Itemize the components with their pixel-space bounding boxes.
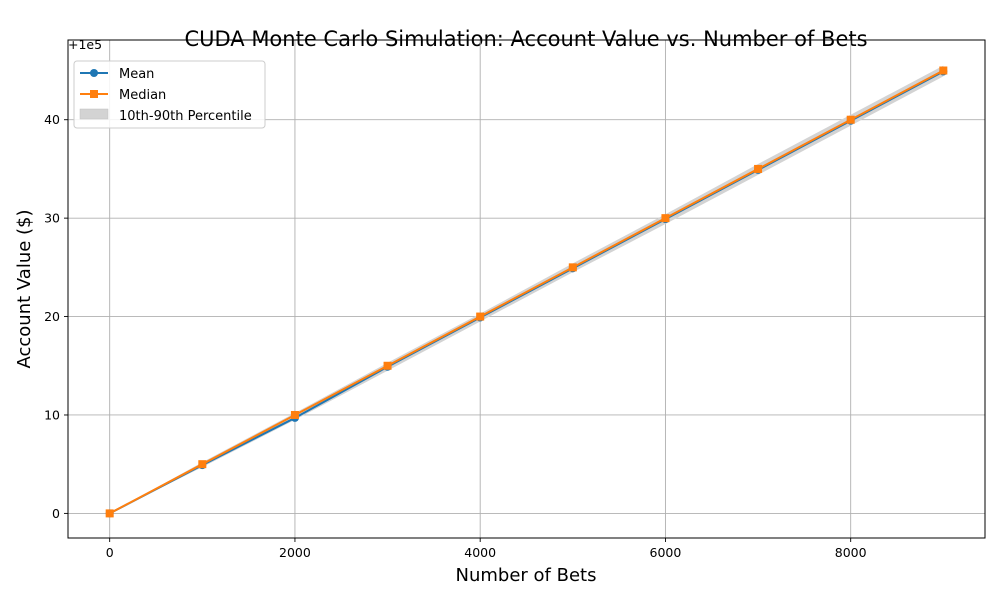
- y-offset-text: +1e5: [68, 37, 102, 52]
- y-tick-label-1: 10: [44, 407, 60, 422]
- median-point-1: [198, 460, 207, 469]
- median-line: [109, 69, 944, 515]
- median-point-4: [476, 312, 485, 321]
- x-axis-label: Number of Bets: [456, 565, 597, 586]
- median-point-8: [846, 115, 855, 124]
- legend-mean-label: Mean: [119, 67, 154, 82]
- legend-median-label: Median: [119, 88, 166, 103]
- plot-frame: [67, 39, 986, 539]
- median-point-5: [568, 263, 577, 272]
- median-point-9: [939, 66, 948, 75]
- ticks: 0 2000 4000 6000 8000 0 10 20 30 40: [44, 112, 867, 560]
- median-point-6: [661, 214, 670, 223]
- percentile-band-area: [109, 65, 944, 514]
- y-tick-label-0: 0: [52, 506, 60, 521]
- series-group: [105, 66, 948, 518]
- median-point-2: [290, 410, 299, 419]
- y-tick-label-3: 30: [44, 211, 60, 226]
- legend-band-swatch: [79, 108, 109, 120]
- legend-box: [73, 60, 266, 129]
- x-tick-label-0: 0: [106, 545, 114, 560]
- x-tick-label-3: 6000: [650, 545, 682, 560]
- y-tick-label-2: 20: [44, 309, 60, 324]
- percentile-band: [109, 65, 944, 514]
- legend: Mean Median 10th-90th Percentile: [73, 60, 266, 129]
- median-point-0: [105, 509, 114, 518]
- chart-title: CUDA Monte Carlo Simulation: Account Val…: [184, 27, 867, 51]
- y-tick-label-4: 40: [44, 112, 60, 127]
- x-tick-label-4: 8000: [835, 545, 867, 560]
- x-tick-label-2: 4000: [464, 545, 496, 560]
- legend-mean-marker: [90, 69, 98, 77]
- median-point-3: [383, 361, 392, 370]
- legend-median-marker: [90, 90, 98, 98]
- y-axis-label: Account Value ($): [14, 209, 35, 368]
- x-tick-label-1: 2000: [279, 545, 311, 560]
- legend-band-label: 10th-90th Percentile: [119, 109, 252, 124]
- median-point-7: [754, 164, 763, 173]
- grid: [68, 40, 985, 538]
